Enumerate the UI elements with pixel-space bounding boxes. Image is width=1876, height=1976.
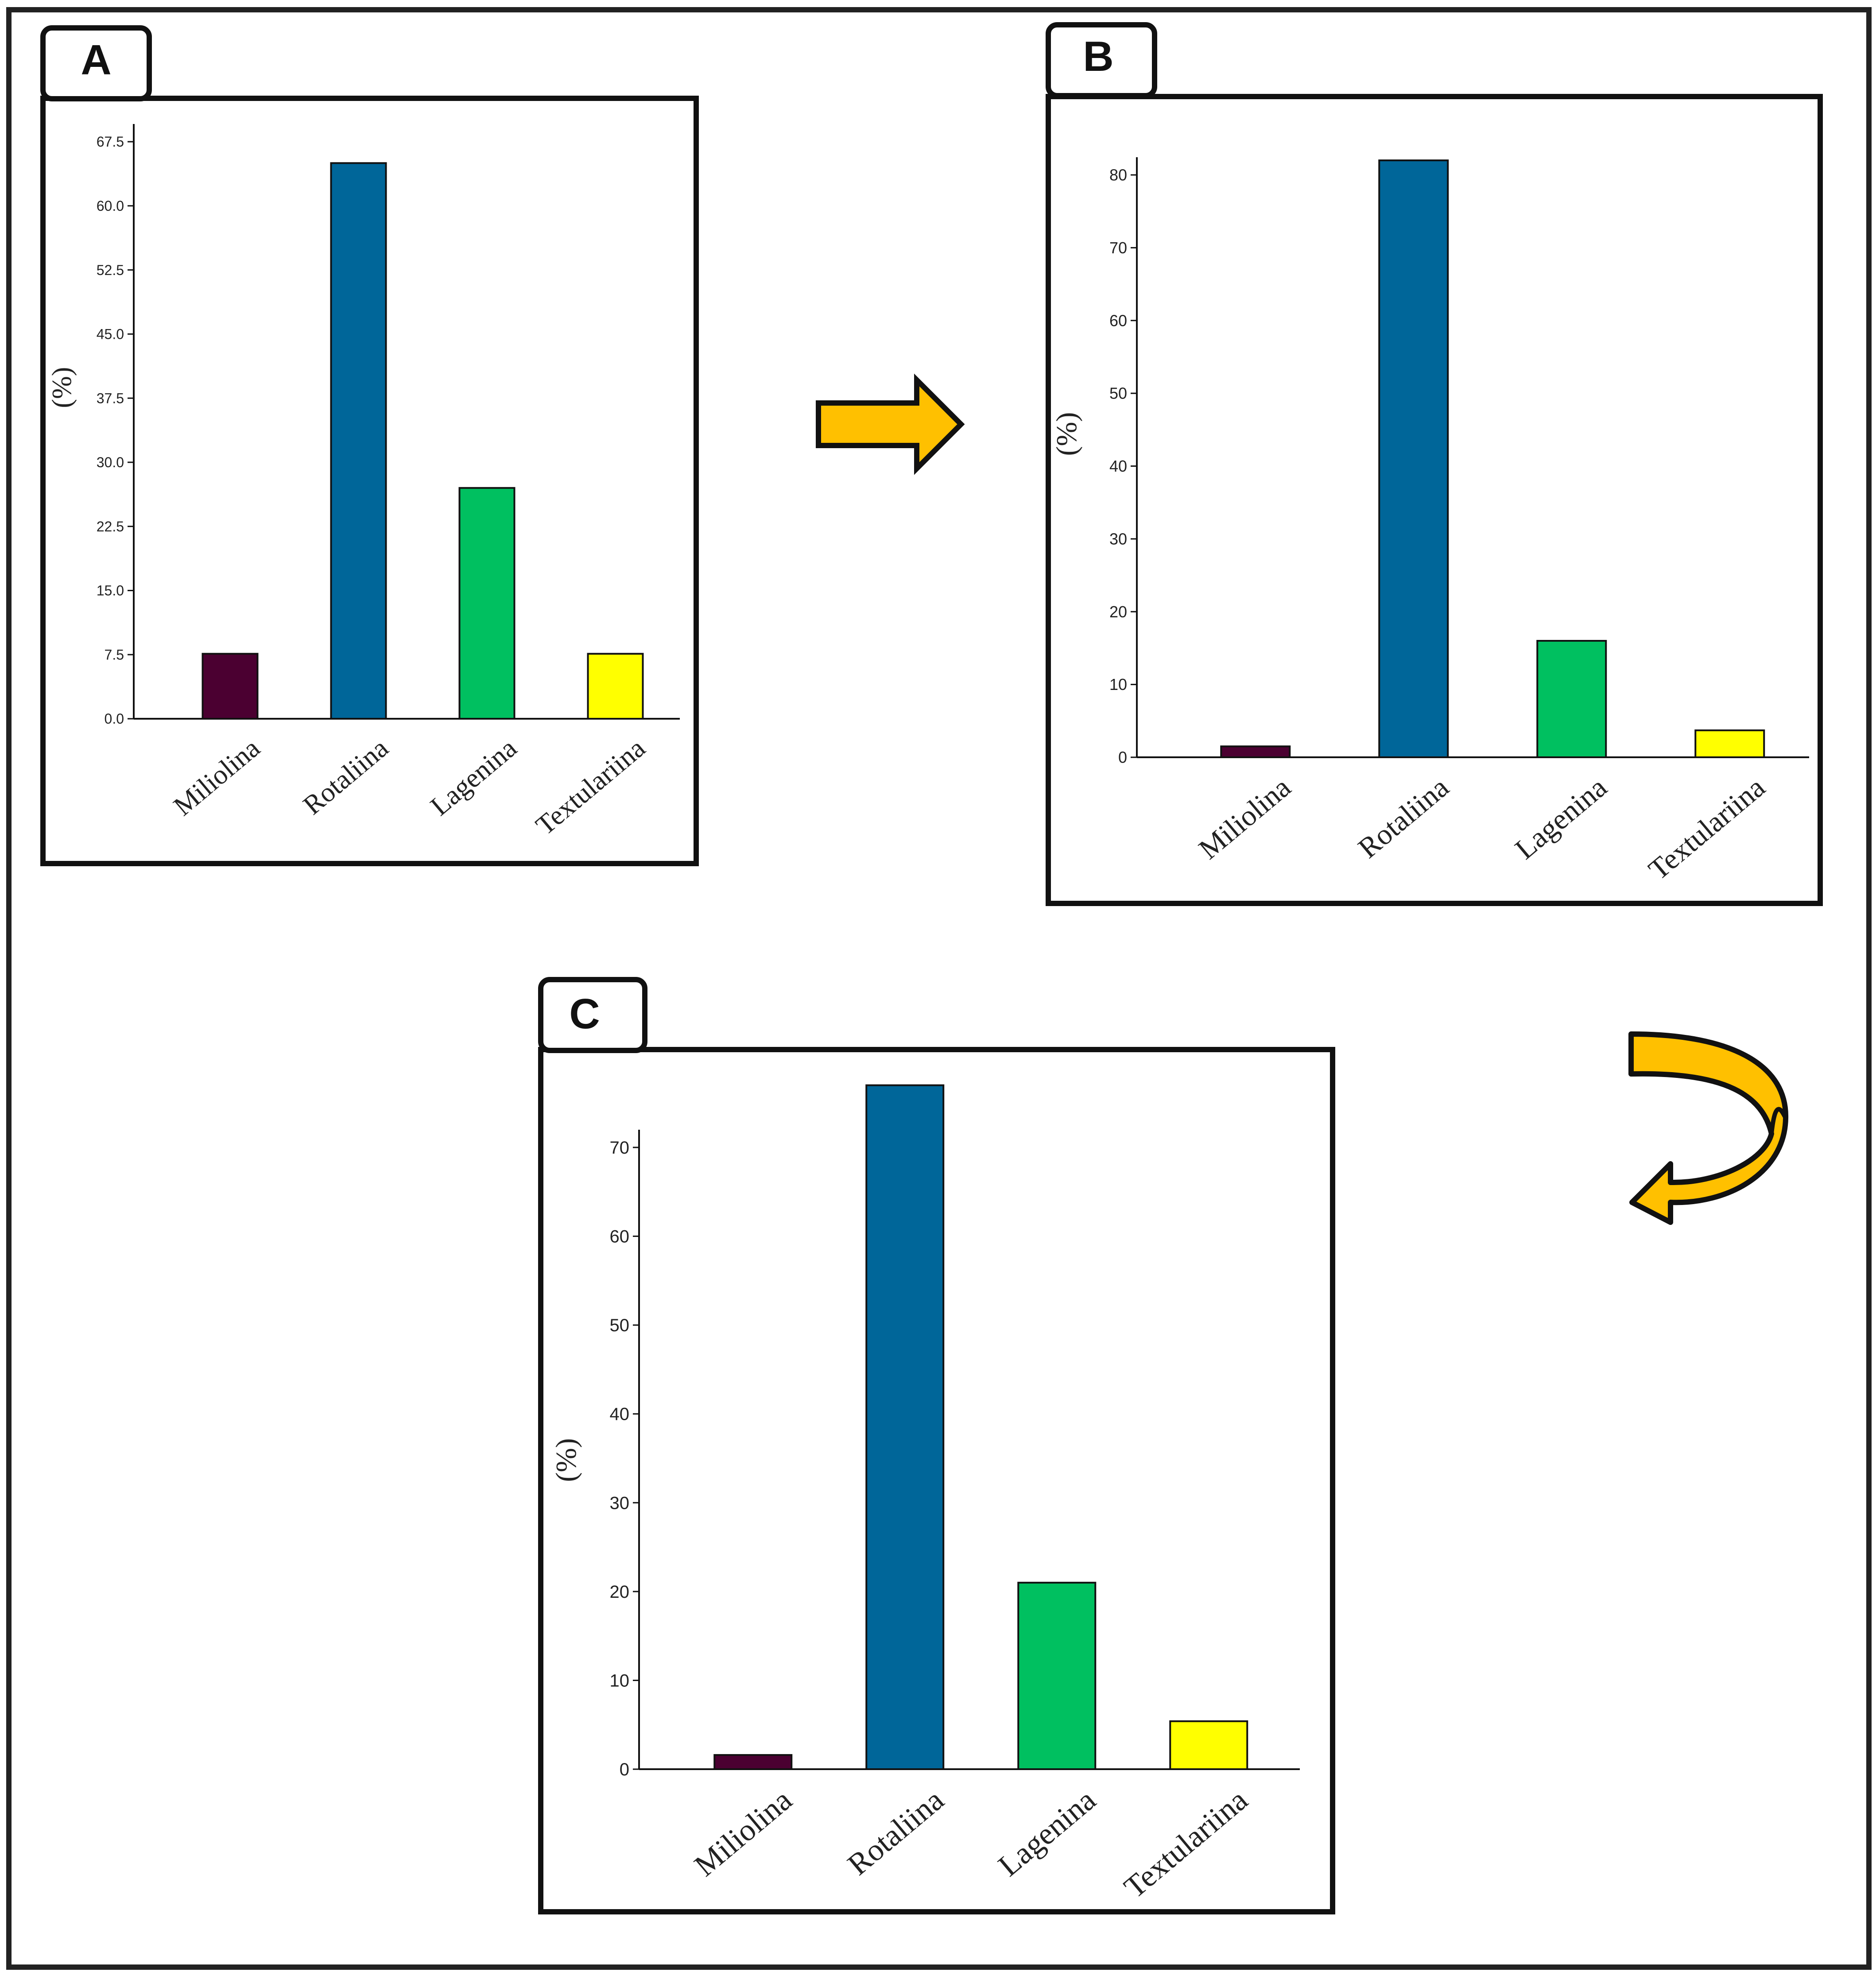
bar-a-miliolina xyxy=(202,653,259,720)
y-tick-label-a: 30.0 xyxy=(97,454,124,470)
y-axis-label-c: (%) xyxy=(550,1438,582,1482)
panel-b-letter: B xyxy=(1083,33,1113,80)
bar-c-lagenina xyxy=(1017,1581,1097,1771)
y-tick-label-b: 60 xyxy=(1109,311,1127,329)
bar-c-rotaliina xyxy=(865,1084,945,1771)
y-tick-label-c: 0 xyxy=(620,1760,629,1779)
bar-b-rotaliina xyxy=(1378,159,1449,758)
y-tick-label-a: 67.5 xyxy=(97,134,124,150)
y-tick-label-c: 60 xyxy=(610,1227,630,1247)
y-tick-label-b: 40 xyxy=(1109,457,1127,475)
y-tick-label-b: 20 xyxy=(1109,603,1127,621)
y-tick-label-c: 20 xyxy=(610,1582,630,1602)
y-tick-label-c: 50 xyxy=(610,1316,630,1335)
bar-a-rotaliina xyxy=(330,162,387,720)
y-tick-label-a: 7.5 xyxy=(105,647,124,663)
bar-b-textulariina xyxy=(1694,729,1765,759)
bar-b-miliolina xyxy=(1220,745,1291,758)
y-tick-label-b: 80 xyxy=(1109,166,1127,184)
y-tick-label-a: 52.5 xyxy=(97,262,124,278)
y-tick-label-a: 60.0 xyxy=(97,198,124,214)
y-tick-label-c: 30 xyxy=(610,1493,630,1513)
y-tick-label-c: 10 xyxy=(610,1671,630,1690)
y-axis-label-a: (%) xyxy=(47,367,77,408)
y-tick-label-c: 40 xyxy=(610,1405,630,1424)
y-tick-label-b: 0 xyxy=(1118,748,1127,767)
right-arrow-icon xyxy=(816,373,965,475)
panel-c-letter: C xyxy=(569,990,600,1038)
curved-arrow-icon xyxy=(1628,1031,1789,1225)
y-tick-label-a: 15.0 xyxy=(97,583,124,599)
panel-a-letter: A xyxy=(81,36,111,84)
y-tick-label-b: 50 xyxy=(1109,384,1127,403)
y-tick-label-a: 37.5 xyxy=(97,390,124,406)
panel-a-tag xyxy=(40,25,152,101)
y-tick-label-a: 0.0 xyxy=(105,711,124,727)
panel-b-tag xyxy=(1046,22,1157,98)
y-tick-label-a: 45.0 xyxy=(97,326,124,342)
bar-c-miliolina xyxy=(713,1754,793,1771)
y-tick-label-b: 10 xyxy=(1109,675,1127,694)
y-tick-label-b: 70 xyxy=(1109,239,1127,257)
bar-a-lagenina xyxy=(458,487,516,720)
bar-a-textulariina xyxy=(587,653,644,720)
bar-b-lagenina xyxy=(1536,640,1607,758)
panel-c-tag xyxy=(538,977,647,1053)
y-tick-label-c: 70 xyxy=(610,1138,630,1158)
y-tick-label-b: 30 xyxy=(1109,530,1127,548)
y-axis-label-b: (%) xyxy=(1050,412,1083,456)
bar-c-textulariina xyxy=(1169,1720,1248,1770)
y-tick-label-a: 22.5 xyxy=(97,519,124,535)
